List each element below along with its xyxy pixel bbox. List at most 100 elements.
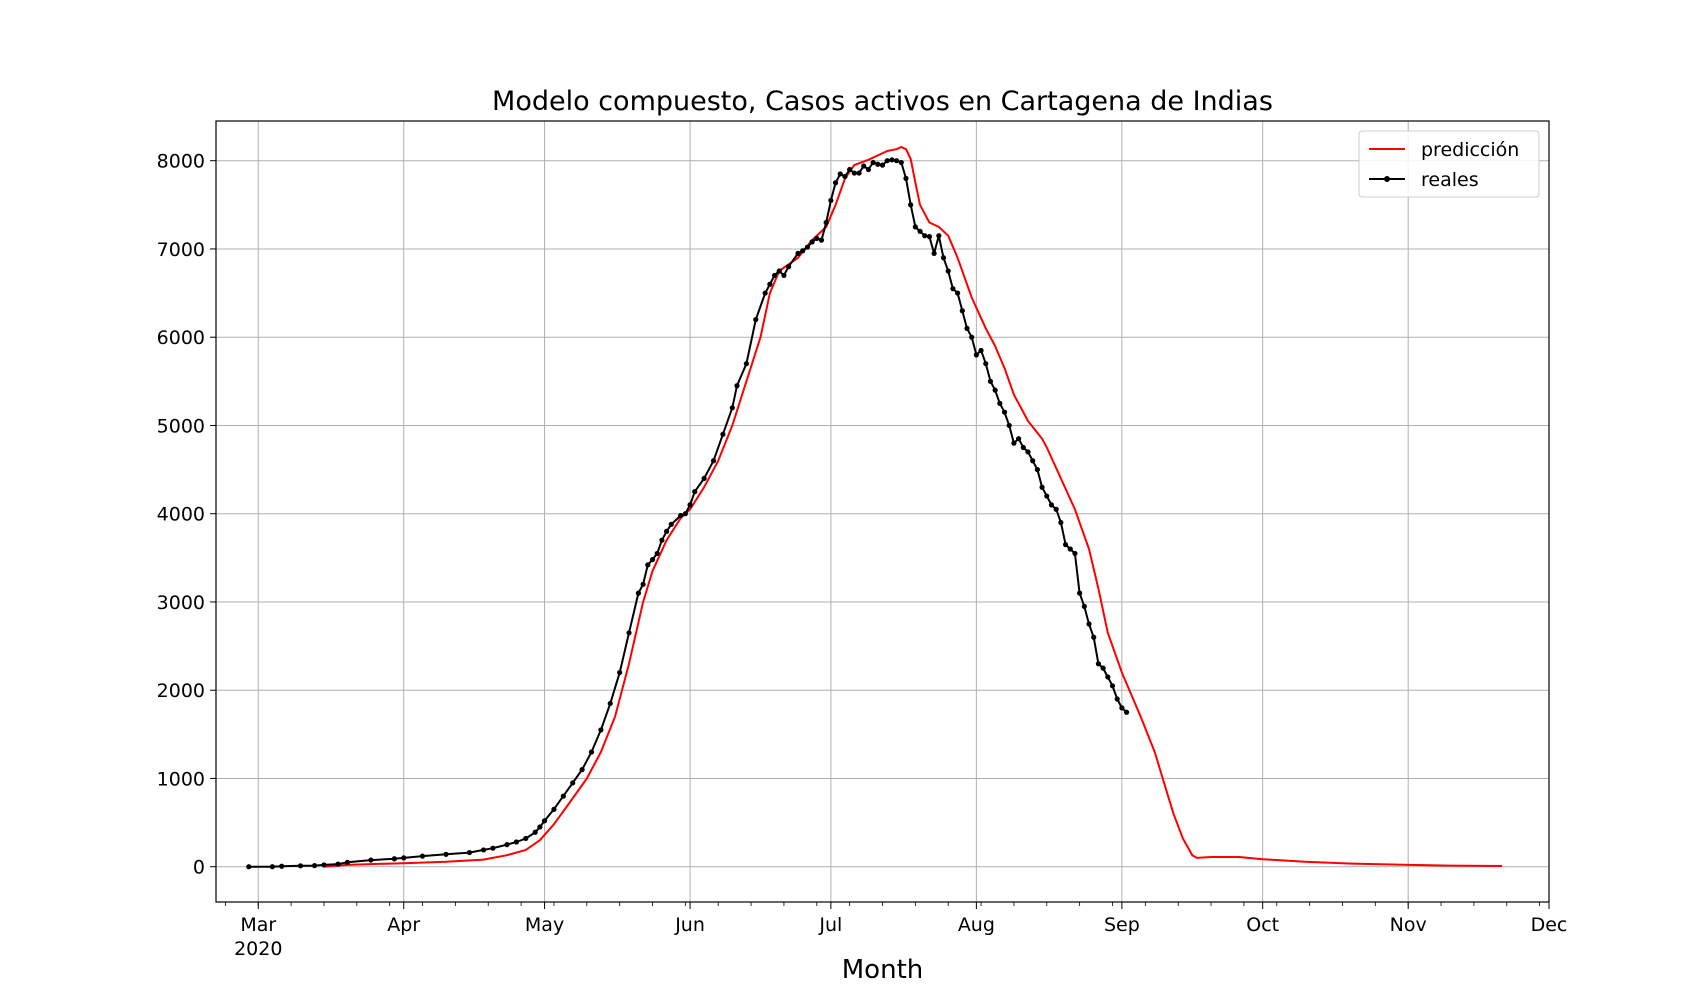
data-point bbox=[645, 562, 651, 568]
series-layer bbox=[246, 146, 1503, 870]
y-tick-label: 6000 bbox=[157, 327, 205, 349]
data-point bbox=[523, 835, 529, 842]
data-point bbox=[800, 248, 806, 254]
data-point bbox=[945, 268, 951, 274]
y-tick-label: 5000 bbox=[157, 415, 205, 437]
data-point bbox=[936, 233, 942, 239]
data-point bbox=[969, 334, 975, 340]
data-point bbox=[753, 316, 759, 323]
data-point bbox=[588, 749, 595, 755]
y-tick-label: 3000 bbox=[157, 592, 205, 614]
data-point bbox=[1053, 506, 1059, 512]
data-point bbox=[1044, 493, 1050, 499]
data-point bbox=[762, 290, 768, 296]
legend-label-prediccion: predicción bbox=[1421, 139, 1519, 161]
chart-title: Modelo compuesto, Casos activos en Carta… bbox=[492, 86, 1273, 117]
data-point bbox=[1081, 603, 1087, 609]
data-point bbox=[654, 550, 660, 557]
data-point bbox=[922, 233, 928, 239]
data-point bbox=[466, 849, 473, 856]
data-point bbox=[560, 793, 566, 799]
data-point bbox=[832, 180, 839, 186]
data-point bbox=[649, 556, 656, 563]
legend: predicción reales bbox=[1358, 130, 1540, 198]
data-point bbox=[1016, 436, 1022, 442]
x-tick-label: Apr bbox=[387, 914, 420, 936]
data-point bbox=[579, 767, 585, 773]
data-point bbox=[532, 829, 538, 835]
data-point bbox=[311, 863, 318, 869]
data-point bbox=[992, 387, 998, 393]
x-tick-label: Sep bbox=[1104, 914, 1140, 936]
data-point bbox=[663, 528, 670, 534]
x-tick-label: Dec bbox=[1531, 914, 1568, 936]
data-point bbox=[828, 197, 834, 204]
x-tick-label: Jul bbox=[818, 914, 842, 936]
data-point bbox=[973, 352, 979, 358]
data-point bbox=[870, 159, 876, 166]
data-point bbox=[419, 853, 426, 859]
data-point bbox=[279, 863, 285, 869]
data-point bbox=[959, 308, 965, 314]
data-point bbox=[983, 361, 989, 367]
data-point bbox=[1105, 674, 1111, 680]
data-point bbox=[776, 268, 782, 274]
y-tick-label: 1000 bbox=[157, 768, 205, 790]
grid-layer bbox=[216, 121, 1549, 902]
data-point bbox=[401, 855, 407, 861]
y-tick-label: 2000 bbox=[157, 680, 205, 702]
data-point bbox=[814, 235, 820, 241]
data-point bbox=[879, 162, 886, 168]
data-point bbox=[687, 502, 693, 508]
data-point bbox=[1039, 484, 1045, 490]
x-tick-label: Mar bbox=[240, 914, 276, 936]
x-tick-label: Nov bbox=[1390, 914, 1427, 936]
series-prediccion bbox=[323, 146, 1503, 868]
data-point bbox=[1114, 696, 1120, 702]
data-point bbox=[1091, 634, 1097, 640]
data-point bbox=[635, 590, 642, 596]
data-point bbox=[795, 250, 801, 256]
data-point bbox=[809, 239, 815, 245]
data-point bbox=[889, 157, 895, 163]
data-point bbox=[837, 171, 843, 177]
data-point bbox=[1100, 665, 1106, 671]
data-point bbox=[368, 857, 374, 863]
data-point bbox=[917, 228, 923, 234]
y-tick-label: 0 bbox=[193, 857, 205, 879]
series-reales bbox=[246, 157, 1130, 870]
data-point bbox=[1058, 519, 1064, 526]
legend-label-reales: reales bbox=[1421, 169, 1479, 191]
data-point bbox=[1067, 546, 1073, 552]
data-point bbox=[537, 824, 543, 830]
data-point bbox=[1086, 621, 1092, 627]
data-point bbox=[847, 166, 853, 173]
data-point bbox=[771, 272, 778, 279]
data-point bbox=[912, 224, 918, 230]
data-point bbox=[504, 842, 510, 848]
x-tick-label: Aug bbox=[958, 914, 995, 936]
data-point bbox=[1109, 683, 1116, 689]
data-point bbox=[926, 234, 933, 240]
data-point bbox=[668, 521, 674, 527]
data-point bbox=[692, 489, 698, 495]
data-point bbox=[344, 859, 351, 865]
data-point bbox=[1011, 440, 1017, 446]
data-point bbox=[598, 727, 604, 733]
data-point bbox=[997, 400, 1003, 406]
data-point bbox=[297, 863, 304, 869]
data-point bbox=[729, 405, 735, 411]
data-point bbox=[1095, 661, 1102, 667]
data-point bbox=[246, 864, 252, 870]
data-point bbox=[861, 163, 867, 169]
ticks-layer: 0 1000 2000 3000 4000 5000 6000 7000 8000 Mar2020… bbox=[157, 151, 1568, 960]
data-point bbox=[734, 383, 740, 389]
data-point bbox=[804, 244, 811, 250]
data-point bbox=[659, 537, 665, 543]
data-point bbox=[1077, 590, 1083, 596]
data-point bbox=[710, 458, 717, 464]
data-point bbox=[823, 219, 829, 226]
data-point bbox=[626, 630, 632, 636]
x-tick-label: Oct bbox=[1246, 914, 1279, 936]
